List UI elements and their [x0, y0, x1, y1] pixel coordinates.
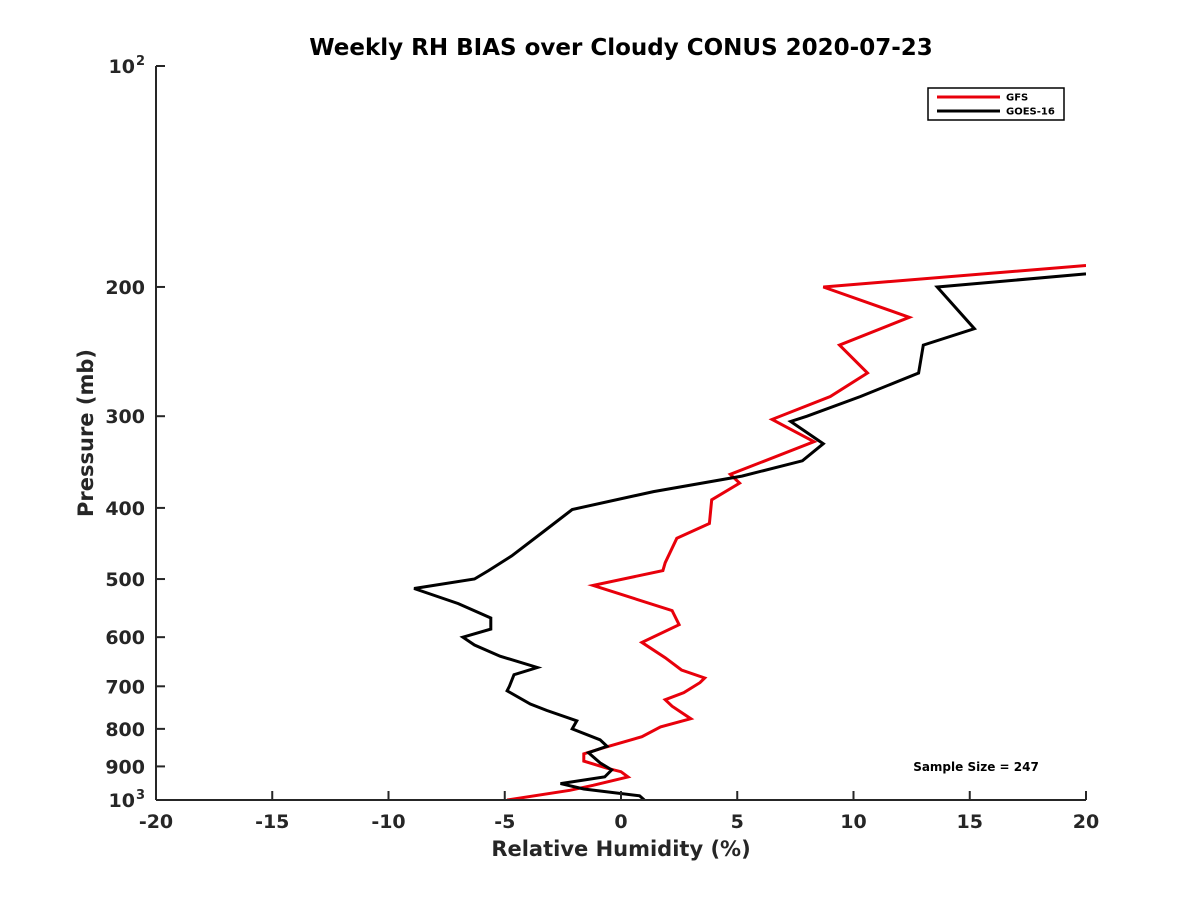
y-tick-label: 10: [109, 56, 135, 78]
plot-area: [413, 264, 1086, 800]
y-axis-label: Pressure (mb): [74, 349, 98, 517]
y-tick-label: 800: [105, 719, 145, 741]
y-tick-label: 400: [105, 498, 145, 520]
y-tick-label: 500: [105, 569, 145, 591]
series-line-goes-16: [413, 272, 1086, 800]
y-tick-exponent: 3: [136, 788, 145, 803]
x-tick-label: -10: [371, 811, 405, 833]
y-tick-label: 200: [105, 277, 145, 299]
x-tick-label: 20: [1073, 811, 1099, 833]
x-tick-label: -15: [255, 811, 289, 833]
y-tick-label: 600: [105, 627, 145, 649]
x-axis-label: Relative Humidity (%): [491, 837, 750, 861]
x-tick-label: 10: [840, 811, 866, 833]
legend-label: GFS: [1006, 93, 1028, 104]
x-tick-label: 0: [614, 811, 627, 833]
legend-box: [927, 87, 1065, 121]
chart-title: Weekly RH BIAS over Cloudy CONUS 2020-07…: [309, 35, 933, 61]
sample-size-annotation: Sample Size = 247: [913, 760, 1039, 774]
x-tick-label: -20: [139, 811, 173, 833]
legend-label: GOES-16: [1006, 107, 1055, 118]
legend: GFS GOES-16: [927, 87, 1065, 121]
y-tick-exponent: 2: [136, 54, 145, 69]
y-tick-label: 900: [105, 756, 145, 778]
y-tick-label: 300: [105, 406, 145, 428]
series-line-gfs: [506, 264, 1086, 800]
x-tick-label: -5: [494, 811, 515, 833]
y-tick-label: 10: [109, 790, 135, 812]
y-tick-label: 700: [105, 676, 145, 698]
x-tick-label: 5: [731, 811, 744, 833]
x-ticks: -20 -15 -10 -5 0 5 10 15 20: [139, 791, 1099, 833]
x-tick-label: 15: [957, 811, 983, 833]
